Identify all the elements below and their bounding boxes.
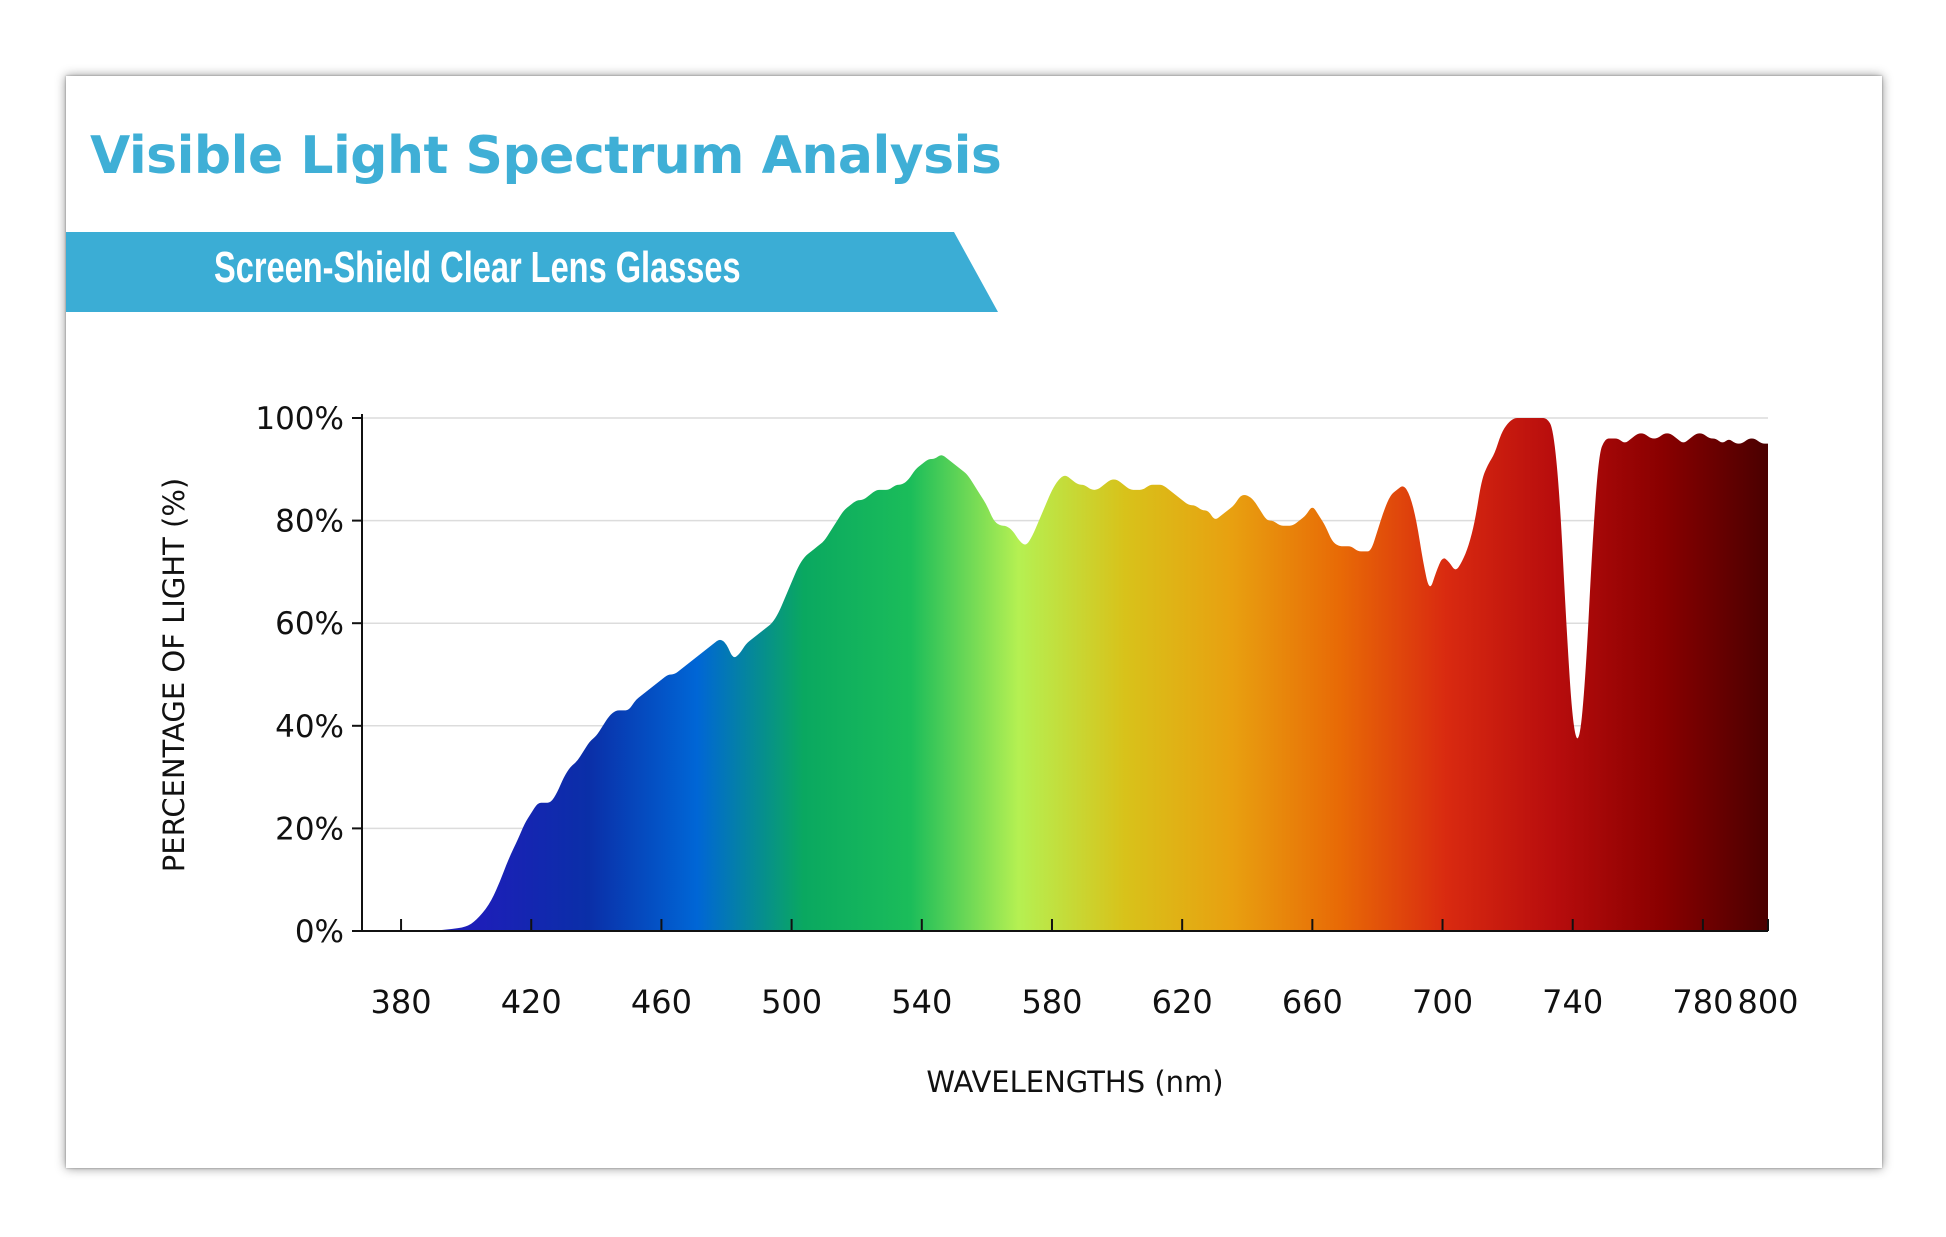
x-tick-label: 420: [501, 983, 562, 1021]
x-tick-label: 660: [1282, 983, 1343, 1021]
x-tick-label: 540: [891, 983, 952, 1021]
x-tick-label: 780: [1672, 983, 1733, 1021]
x-tick-label: 380: [371, 983, 432, 1021]
x-tick-label: 740: [1542, 983, 1603, 1021]
spectrum-area: [401, 418, 1768, 931]
y-tick-label: 60%: [275, 606, 344, 642]
x-axis-label: WAVELENGTHS (nm): [926, 1065, 1223, 1099]
axes: [352, 414, 1769, 932]
spectrum-area-path: [401, 418, 1768, 931]
y-tick-label: 80%: [275, 504, 344, 540]
y-axis-label: PERCENTAGE OF LIGHT (%): [157, 478, 191, 872]
x-tick-label: 460: [631, 983, 692, 1021]
tick-labels: 0% 20% 40% 60% 80% 100% 380 420 460 500 540 580 620 6…: [255, 401, 1798, 1021]
y-tick-label: 0%: [295, 914, 344, 950]
x-tick-label: 580: [1021, 983, 1082, 1021]
x-tick-label: 620: [1152, 983, 1213, 1021]
subtitle-banner: [66, 232, 998, 312]
x-tick-label: 700: [1412, 983, 1473, 1021]
y-tick-label: 100%: [255, 401, 344, 437]
x-tick-label: 500: [761, 983, 822, 1021]
y-tick-label: 20%: [275, 811, 344, 847]
x-tick-label: 800: [1737, 983, 1798, 1021]
y-tick-label: 40%: [275, 709, 344, 745]
page-title: Visible Light Spectrum Analysis: [90, 126, 1002, 186]
subtitle: Screen-Shield Clear Lens Glasses: [214, 243, 741, 292]
